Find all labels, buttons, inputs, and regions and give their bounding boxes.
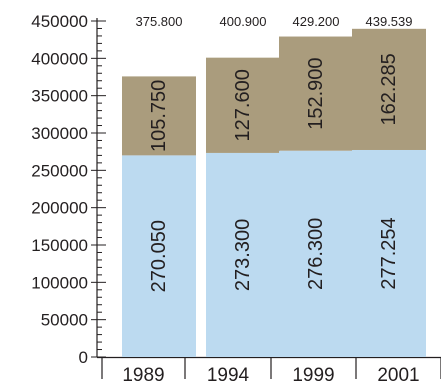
bar-segment-top[interactable] [206, 57, 280, 153]
y-tick-label: 250000 [31, 161, 88, 180]
bar-value-label: 105.750 [148, 80, 170, 152]
x-category-label: 1994 [207, 365, 250, 383]
bar-segment-base[interactable] [206, 152, 280, 357]
bar-value-label: 270.050 [148, 220, 170, 292]
bar-segment-top[interactable] [279, 36, 353, 151]
bar-segment-base[interactable] [279, 150, 353, 357]
x-category-label: 2001 [377, 365, 419, 383]
bar-total-label: 429.200 [293, 14, 340, 29]
y-tick-label: 300000 [31, 124, 88, 143]
y-tick-label: 50000 [41, 311, 88, 330]
bar-value-label: 127.600 [232, 69, 254, 141]
bar-value-label: 162.285 [378, 53, 400, 125]
bar-value-label: 277.254 [378, 217, 400, 289]
y-tick-label: 150000 [31, 236, 88, 255]
y-tick-label: 0 [79, 348, 88, 367]
y-tick-label: 200000 [31, 199, 88, 218]
x-category-label: 1989 [122, 365, 164, 383]
bar-total-label: 400.900 [220, 14, 267, 29]
x-category-label: 1999 [292, 365, 334, 383]
bar-value-label: 273.300 [232, 219, 254, 291]
bar-total-label: 439.539 [366, 14, 413, 29]
bar-total-label: 375.800 [136, 14, 183, 29]
y-tick-label: 450000 [31, 12, 88, 31]
bar-segment-top[interactable] [352, 28, 426, 150]
bar-segment-top[interactable] [122, 76, 196, 156]
bar-value-label: 276.300 [305, 218, 327, 290]
bar-value-label: 152.900 [305, 57, 327, 129]
bar-segment-base[interactable] [122, 155, 196, 357]
y-tick-label: 100000 [31, 273, 88, 292]
y-tick-label: 350000 [31, 87, 88, 106]
bar-segment-base[interactable] [352, 149, 426, 357]
y-tick-label: 400000 [31, 49, 88, 68]
